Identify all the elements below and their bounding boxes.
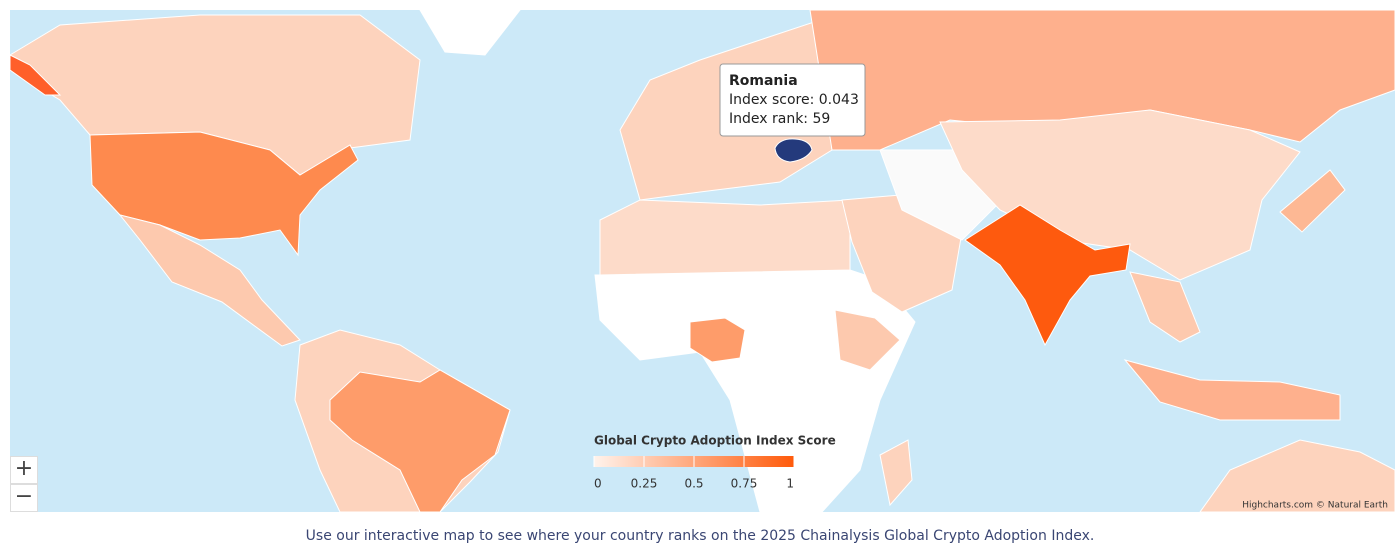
legend-tick-label: 0.75 xyxy=(731,477,758,491)
tooltip-line: Index rank: 59 xyxy=(729,111,830,127)
tooltip-title: Romania xyxy=(729,73,798,89)
china[interactable] xyxy=(939,109,1301,281)
alaska[interactable] xyxy=(9,54,62,96)
zoom-out[interactable]: − xyxy=(10,484,38,512)
legend-tick-label: 0.25 xyxy=(631,477,658,491)
madagascar[interactable] xyxy=(879,439,913,507)
greenland xyxy=(419,9,522,56)
australia[interactable] xyxy=(1199,439,1396,513)
legend-tick-label: 0.5 xyxy=(684,477,703,491)
tooltip-line: Index score: 0.043 xyxy=(729,92,859,108)
japan[interactable] xyxy=(1279,169,1346,233)
mexico[interactable] xyxy=(118,214,301,347)
tooltip: Romania Index score: 0.043 Index rank: 5… xyxy=(719,63,866,137)
legend: Global Crypto Adoption Index Score 0 0.25… xyxy=(593,434,836,491)
nigeria[interactable] xyxy=(689,317,746,363)
north-africa[interactable] xyxy=(599,199,851,276)
southeast-asia[interactable] xyxy=(1129,271,1201,343)
legend-title: Global Crypto Adoption Index Score xyxy=(594,434,836,448)
legend-tick-label: 0 xyxy=(594,477,602,491)
brazil[interactable] xyxy=(329,369,511,513)
countries xyxy=(9,9,1396,513)
map: Romania Index score: 0.043 Index rank: 5… xyxy=(9,9,1396,513)
legend-tick-label: 1 xyxy=(786,477,794,491)
indonesia[interactable] xyxy=(1123,359,1341,421)
tooltip-box xyxy=(719,63,866,137)
credits[interactable]: Highcharts.com © Natural Earth xyxy=(1242,501,1388,511)
india[interactable] xyxy=(964,204,1131,347)
zoom-in[interactable]: + xyxy=(10,456,38,484)
romania[interactable] xyxy=(774,138,813,163)
caption: Use our interactive map to see where you… xyxy=(305,528,1095,544)
ethiopia[interactable] xyxy=(834,309,901,371)
